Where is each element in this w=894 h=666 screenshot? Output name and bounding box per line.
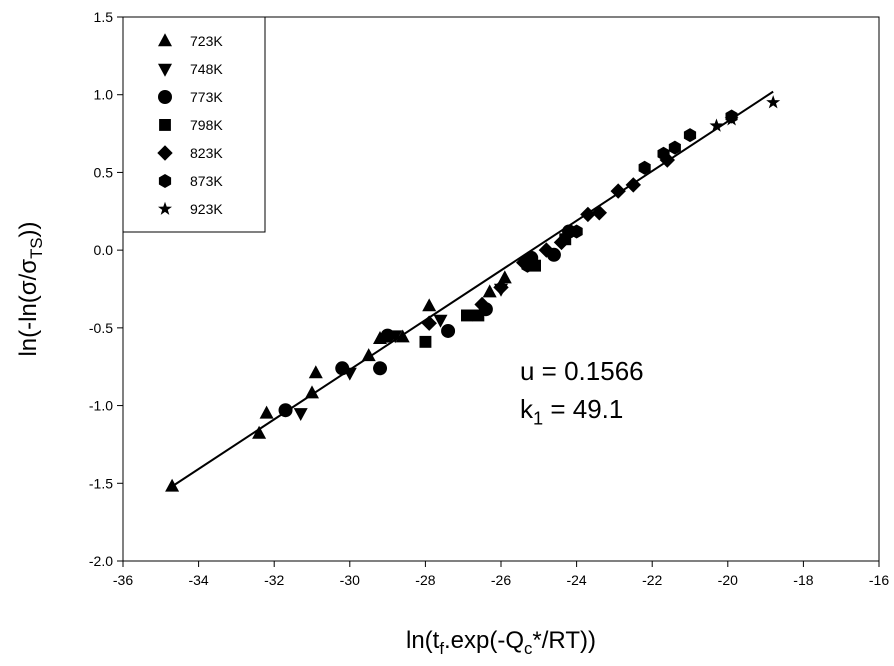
x-axis-label: ln(tf.exp(-Qc*/RT))	[406, 627, 596, 658]
x-tick-label: -18	[793, 572, 813, 588]
y-tick-label: -0.5	[89, 320, 113, 336]
y-tick-label: -2.0	[89, 553, 113, 569]
data-point	[659, 152, 675, 168]
data-point	[591, 205, 607, 221]
x-tick-label: -20	[718, 572, 738, 588]
legend-label: 873K	[190, 173, 223, 189]
data-point	[709, 118, 724, 132]
y-tick-label: 0.0	[94, 242, 114, 258]
data-point	[259, 405, 274, 419]
annotation: u = 0.1566	[520, 356, 644, 386]
data-point	[278, 403, 293, 418]
x-axis-label-part: c	[524, 639, 532, 658]
x-tick-label: -34	[188, 572, 208, 588]
data-point	[610, 183, 626, 199]
legend-label: 823K	[190, 145, 223, 161]
x-tick-label: -28	[415, 572, 435, 588]
y-tick-label: -1.5	[89, 475, 113, 491]
data-point	[580, 206, 596, 223]
data-point	[380, 328, 395, 343]
y-tick-label: -1.0	[89, 398, 113, 414]
legend-label: 923K	[190, 201, 223, 217]
legend-box	[122, 16, 266, 233]
x-tick-label: -32	[264, 572, 284, 588]
data-point	[419, 335, 432, 348]
data-point	[724, 112, 739, 126]
legend-marker	[159, 119, 171, 131]
data-point	[668, 140, 681, 155]
legend-marker	[157, 145, 173, 161]
y-axis-label-part: ln(-ln(σ/σ	[15, 259, 42, 357]
y-tick-label: 1.5	[94, 9, 114, 25]
data-point	[421, 315, 437, 331]
y-axis-label-part: ))	[15, 221, 42, 237]
data-point	[461, 309, 473, 322]
annotation-part: u = 0.1566	[520, 356, 644, 386]
x-tick-label: -36	[113, 572, 133, 588]
data-point	[472, 309, 485, 322]
data-point	[638, 160, 651, 175]
data-point	[335, 361, 350, 376]
data-point	[766, 95, 781, 109]
legend-label: 723K	[190, 33, 223, 49]
x-tick-label: -24	[566, 572, 586, 588]
legend-marker	[158, 33, 172, 47]
annotation-part: = 49.1	[543, 394, 623, 424]
data-point	[293, 408, 308, 421]
y-tick-label: 1.0	[94, 87, 114, 103]
data-point	[395, 329, 410, 343]
data-point	[482, 284, 497, 298]
data-point	[305, 385, 319, 399]
data-point	[373, 361, 388, 376]
data-point	[657, 146, 670, 161]
data-point	[165, 478, 180, 492]
legend-label: 773K	[190, 89, 223, 105]
legend-marker	[158, 174, 172, 188]
legend-marker	[158, 201, 172, 215]
x-tick-label: -22	[642, 572, 662, 588]
data-point	[625, 177, 641, 193]
data-point	[308, 365, 323, 379]
annotation-part: k	[520, 394, 534, 424]
x-tick-label: -30	[340, 572, 360, 588]
y-axis-label-part: TS	[27, 237, 46, 258]
legend-marker	[158, 63, 172, 77]
data-point	[493, 279, 509, 296]
x-axis-label-part: .exp(-Q	[444, 627, 524, 654]
data-point	[683, 128, 697, 143]
data-point	[433, 314, 448, 328]
data-point	[474, 296, 490, 313]
data-point	[441, 323, 456, 338]
y-tick-label: 0.5	[94, 164, 114, 180]
fit-line	[171, 90, 774, 488]
data-point	[252, 425, 267, 439]
data-point	[538, 242, 555, 258]
data-point	[422, 298, 437, 312]
data-point	[570, 224, 583, 239]
data-point	[553, 234, 570, 251]
data-point	[361, 348, 376, 362]
x-axis-label-part: */RT))	[532, 627, 596, 654]
legend-marker	[158, 90, 172, 104]
legend-label: 748K	[190, 61, 223, 77]
annotation-part: 1	[533, 409, 543, 429]
annotation: k1 = 49.1	[520, 394, 623, 429]
data-point	[521, 258, 534, 273]
y-axis-label: ln(-ln(σ/σTS))	[15, 221, 46, 356]
x-axis-label-part: f	[439, 639, 444, 658]
legend-label: 798K	[190, 117, 223, 133]
x-axis-label-part: ln(t	[406, 627, 440, 654]
x-tick-label: -26	[491, 572, 511, 588]
x-tick-label: -16	[869, 572, 889, 588]
